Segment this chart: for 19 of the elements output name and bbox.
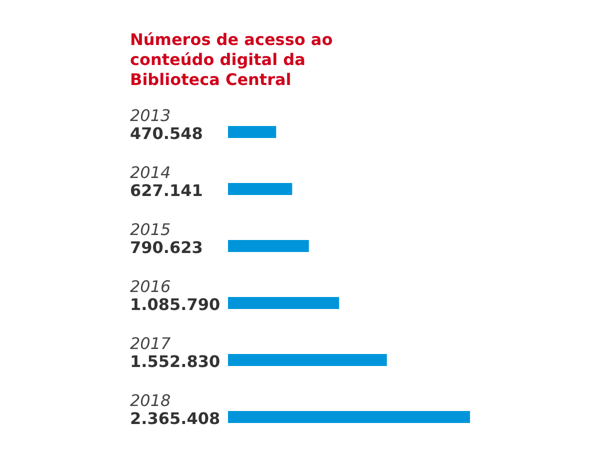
bar <box>228 411 470 423</box>
bar <box>228 126 276 138</box>
bar <box>228 297 340 309</box>
y-tick-label: 2016 <box>130 277 171 296</box>
data-label: 470.548 <box>130 124 203 143</box>
y-tick-label: 2013 <box>130 106 171 125</box>
bar <box>228 183 292 195</box>
bar <box>228 240 309 252</box>
data-label: 1.552.830 <box>130 352 220 371</box>
y-tick-label: 2014 <box>130 163 171 182</box>
y-tick-label: 2015 <box>130 220 171 239</box>
data-label: 790.623 <box>130 238 203 257</box>
data-label: 1.085.790 <box>130 295 220 314</box>
chart-title: Números de acesso ao conteúdo digital da Biblioteca Central <box>130 30 333 89</box>
y-tick-label: 2018 <box>130 391 171 410</box>
data-label: 2.365.408 <box>130 409 220 428</box>
bar <box>228 354 387 366</box>
data-label: 627.141 <box>130 181 203 200</box>
y-tick-label: 2017 <box>130 334 172 353</box>
